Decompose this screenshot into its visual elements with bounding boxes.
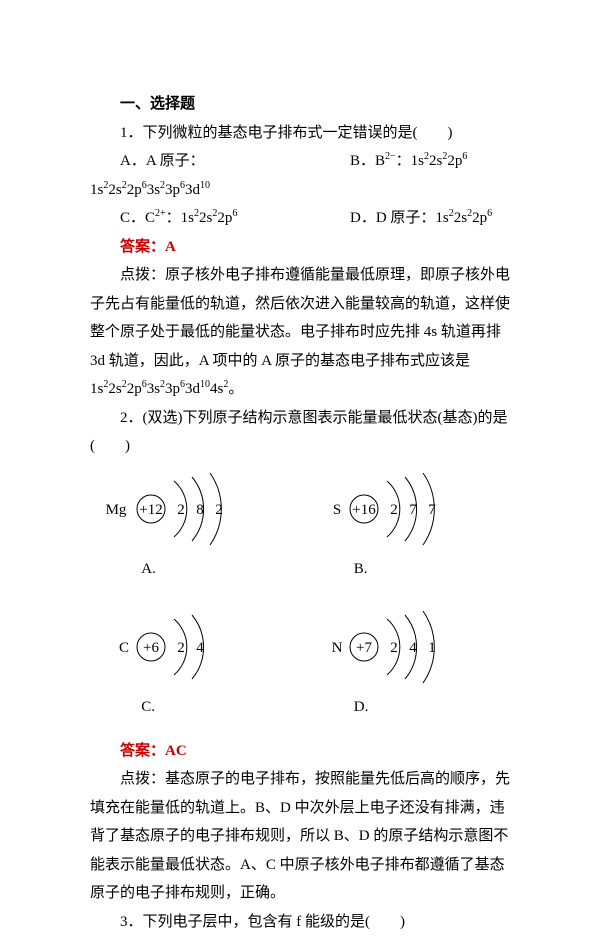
q2-explain: 点拨：基态原子的电子排布，按照能量先低后高的顺序，先填充在能量低的轨道上。B、D… (90, 765, 515, 908)
svg-text:+12: +12 (140, 502, 163, 518)
svg-text:2: 2 (390, 502, 398, 518)
diagram-d: +7 N 2 4 1 (309, 607, 479, 687)
q1-row1: A．A 原子：1s22s22p63s23p63d10 B．B2−：1s22s22… (90, 147, 515, 204)
diagram-c: +6 C 2 4 (96, 607, 266, 687)
diagram-b: +16 S 2 7 7 (309, 469, 479, 549)
svg-text:S: S (333, 502, 341, 518)
svg-text:+6: +6 (143, 640, 159, 656)
svg-text:4: 4 (197, 640, 205, 656)
svg-text:8: 8 (197, 502, 205, 518)
q2-diagram-row1: +12 Mg 2 8 2 A. +16 S 2 7 7 B. (90, 469, 515, 599)
diagram-b-label: B. (309, 555, 509, 584)
q3-stem: 3．下列电子层中，包含有 f 能级的是( ) (90, 908, 515, 936)
q1-row2: C．C2+：1s22s22p6 D．D 原子：1s22s22p6 (90, 204, 515, 233)
svg-text:4: 4 (409, 640, 417, 656)
q2-stem: 2．(双选)下列原子结构示意图表示能量最低状态(基态)的是( ) (90, 404, 515, 461)
q2-diagram-row2: +6 C 2 4 C. +7 N 2 4 1 D. (90, 607, 515, 737)
svg-text:+7: +7 (356, 640, 372, 656)
q1-optD: D．D 原子：1s22s22p6 (320, 204, 515, 233)
section-header: 一、选择题 (90, 90, 515, 119)
q1-optC: C．C2+：1s22s22p6 (90, 204, 320, 233)
q1-stem: 1．下列微粒的基态电子排布式一定错误的是( ) (90, 119, 515, 148)
svg-text:2: 2 (178, 640, 186, 656)
svg-text:Mg: Mg (106, 502, 127, 518)
svg-text:2: 2 (178, 502, 186, 518)
diagram-a: +12 Mg 2 8 2 (96, 469, 266, 549)
diagram-d-label: D. (309, 693, 509, 722)
svg-text:2: 2 (390, 640, 398, 656)
svg-text:2: 2 (216, 502, 224, 518)
diagram-c-label: C. (96, 693, 296, 722)
q1-answer: 答案：A (90, 233, 515, 262)
q1-optB: B．B2−：1s22s22p6 (320, 147, 515, 204)
svg-text:7: 7 (428, 502, 436, 518)
svg-text:+16: +16 (352, 502, 376, 518)
svg-text:1: 1 (428, 640, 436, 656)
q2-answer: 答案：AC (90, 737, 515, 766)
q1-explain: 点拨：原子核外电子排布遵循能量最低原理，即原子核外电子先占有能量低的轨道，然后依… (90, 261, 515, 404)
svg-text:C: C (119, 640, 129, 656)
q1-optA: A．A 原子：1s22s22p63s23p63d10 (90, 147, 320, 204)
diagram-a-label: A. (96, 555, 296, 584)
svg-text:7: 7 (409, 502, 417, 518)
svg-text:N: N (331, 640, 342, 656)
